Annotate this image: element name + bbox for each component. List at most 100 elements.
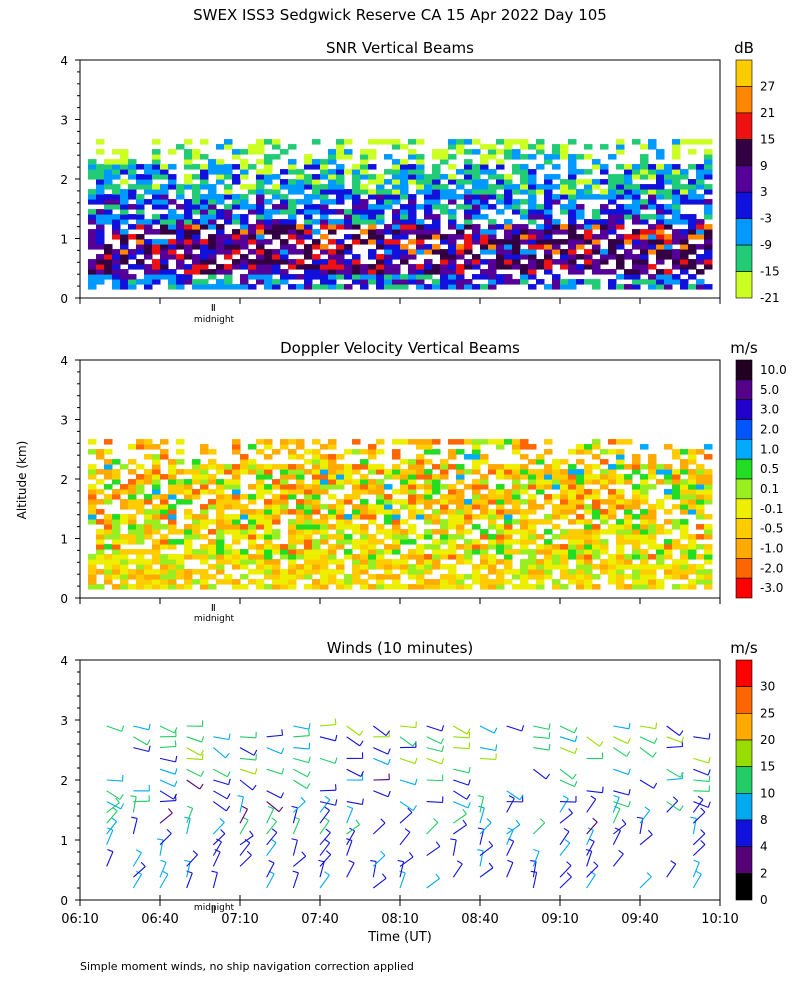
heatmap-cell (280, 554, 289, 560)
heatmap-cell (672, 254, 681, 260)
heatmap-cell (344, 449, 353, 455)
heatmap-cell (240, 559, 249, 565)
wind-barb-staff (613, 768, 629, 775)
wind-barb-flag (324, 871, 330, 876)
heatmap-cell (424, 514, 433, 520)
heatmap-cell (304, 459, 313, 465)
heatmap-cell (568, 499, 577, 505)
heatmap-cell (528, 184, 537, 190)
heatmap-cell (488, 489, 497, 495)
heatmap-cell (480, 559, 489, 565)
heatmap-cell (672, 209, 681, 215)
heatmap-cell (528, 504, 537, 510)
heatmap-cell (424, 544, 433, 550)
heatmap-cell (384, 574, 393, 580)
heatmap-cell (400, 519, 409, 525)
heatmap-cell (576, 519, 585, 525)
heatmap-cell (432, 194, 441, 200)
wind-barb-staff (506, 824, 521, 835)
heatmap-cell (368, 219, 377, 225)
heatmap-cell (144, 199, 153, 205)
colorbar-swatch (735, 739, 753, 767)
heatmap-cell (352, 209, 361, 215)
heatmap-cell (280, 279, 289, 285)
heatmap-cell (408, 504, 417, 510)
heatmap-cell (464, 169, 473, 175)
wind-barb-flag (241, 805, 248, 810)
heatmap-cell (336, 149, 345, 155)
heatmap-cell (632, 189, 641, 195)
heatmap-cell (608, 514, 617, 520)
heatmap-cell (488, 469, 497, 475)
heatmap-cell (256, 219, 265, 225)
heatmap-cell (456, 224, 465, 230)
heatmap-cell (128, 529, 137, 535)
heatmap-cell (232, 219, 241, 225)
heatmap-cell (416, 544, 425, 550)
wind-barb-staff (186, 854, 198, 867)
heatmap-cell (176, 234, 185, 240)
heatmap-cell (152, 174, 161, 180)
heatmap-cell (240, 254, 249, 260)
heatmap-cell (176, 279, 185, 285)
heatmap-cell (416, 239, 425, 245)
heatmap-cell (472, 274, 481, 280)
heatmap-cell (336, 194, 345, 200)
heatmap-cell (608, 499, 617, 505)
heatmap-cell (136, 259, 145, 265)
heatmap-cell (448, 584, 457, 590)
heatmap-cell (528, 499, 537, 505)
heatmap-cell (608, 439, 617, 445)
heatmap-cell (376, 259, 385, 265)
wind-barb-flag (348, 859, 355, 864)
heatmap-cell (496, 259, 505, 265)
heatmap-cell (704, 249, 713, 255)
heatmap-cell (272, 529, 281, 535)
heatmap-cell (592, 474, 601, 480)
heatmap-cell (392, 214, 401, 220)
heatmap-cell (632, 544, 641, 550)
heatmap-cell (184, 174, 193, 180)
heatmap-cell (352, 559, 361, 565)
heatmap-cell (232, 519, 241, 525)
heatmap-cell (208, 204, 217, 210)
heatmap-cell (88, 159, 97, 165)
heatmap-cell (288, 209, 297, 215)
heatmap-cell (168, 214, 177, 220)
heatmap-cell (432, 554, 441, 560)
heatmap-cell (232, 474, 241, 480)
heatmap-cell (224, 219, 233, 225)
heatmap-cell (336, 179, 345, 185)
heatmap-cell (392, 244, 401, 250)
heatmap-cell (336, 269, 345, 275)
wind-barb-flag (220, 829, 226, 835)
heatmap-cell (512, 184, 521, 190)
heatmap-cell (520, 179, 529, 185)
heatmap-cell (632, 264, 641, 270)
heatmap-cell (360, 549, 369, 555)
heatmap-cell (312, 139, 321, 145)
heatmap-cell (96, 194, 105, 200)
heatmap-cell (416, 484, 425, 490)
wind-barb-flag (199, 783, 204, 790)
wind-barb-flag (507, 859, 514, 863)
heatmap-cell (688, 484, 697, 490)
heatmap-cell (360, 539, 369, 545)
heatmap-cell (432, 544, 441, 550)
heatmap-cell (392, 219, 401, 225)
heatmap-cell (160, 264, 169, 270)
heatmap-cell (144, 514, 153, 520)
heatmap-cell (304, 224, 313, 230)
heatmap-cell (128, 519, 137, 525)
heatmap-cell (624, 564, 633, 570)
heatmap-cell (608, 529, 617, 535)
heatmap-cell (176, 584, 185, 590)
heatmap-cell (632, 164, 641, 170)
wind-barb-flag (280, 747, 285, 754)
heatmap-cell (704, 244, 713, 250)
wind-barb-flag (225, 805, 231, 812)
heatmap-cell (152, 484, 161, 490)
heatmap-cell (256, 184, 265, 190)
heatmap-cell (352, 579, 361, 585)
heatmap-cell (416, 169, 425, 175)
